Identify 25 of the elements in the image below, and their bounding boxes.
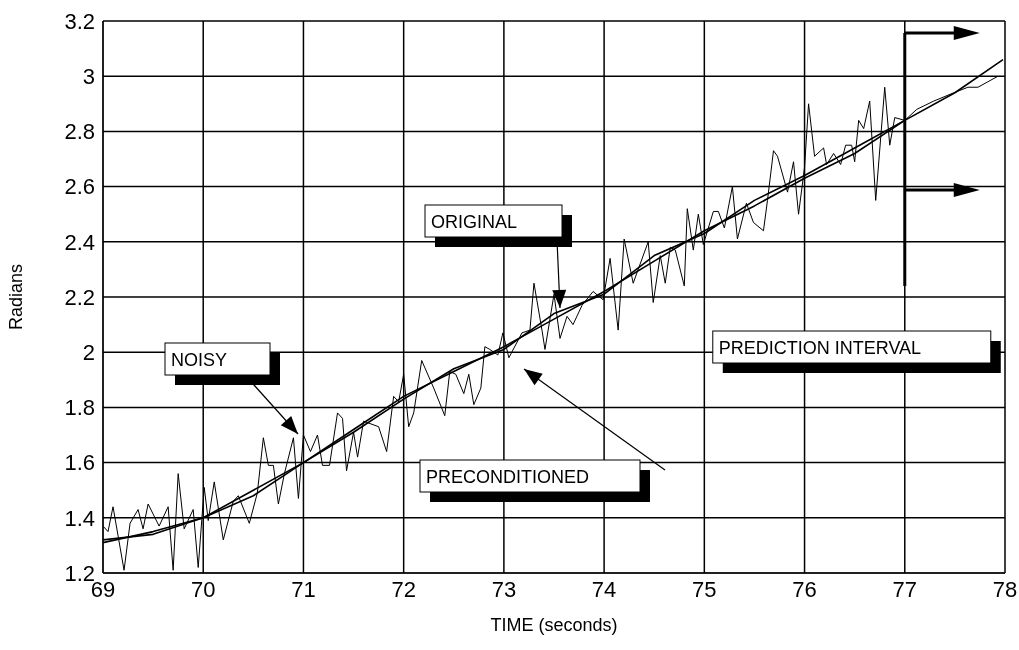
y-tick-label: 2.4 — [64, 229, 95, 255]
x-tick-label: 70 — [190, 576, 216, 602]
y-tick-label: 3 — [82, 64, 95, 90]
y-tick-label: 2.8 — [64, 119, 95, 145]
y-tick-label: 2.2 — [64, 284, 95, 310]
annotation: PRECONDITIONED — [426, 467, 590, 487]
x-tick-label: 78 — [992, 576, 1018, 602]
y-tick-label: 3.2 — [64, 8, 95, 34]
x-tick-label: 72 — [391, 576, 416, 602]
x-tick-label: 77 — [892, 576, 918, 602]
y-tick-label: 2 — [82, 340, 95, 366]
x-axis-title: TIME (seconds) — [490, 615, 618, 635]
x-tick-label: 71 — [291, 576, 316, 602]
annotation: NOISY — [171, 350, 228, 370]
y-tick-label: 1.4 — [64, 505, 95, 531]
x-tick-label: 74 — [591, 576, 617, 602]
y-tick-label: 1.8 — [64, 395, 95, 421]
x-tick-label: 76 — [792, 576, 817, 602]
y-tick-label: 2.6 — [64, 174, 95, 200]
x-tick-label: 75 — [692, 576, 717, 602]
ref-line-label: PREDICTION INTERVAL — [718, 338, 922, 358]
annotation: ORIGINAL — [431, 212, 518, 232]
x-tick-label: 73 — [491, 576, 517, 602]
y-tick-label: 1.6 — [64, 450, 95, 476]
y-axis-title: Radians — [6, 263, 27, 331]
